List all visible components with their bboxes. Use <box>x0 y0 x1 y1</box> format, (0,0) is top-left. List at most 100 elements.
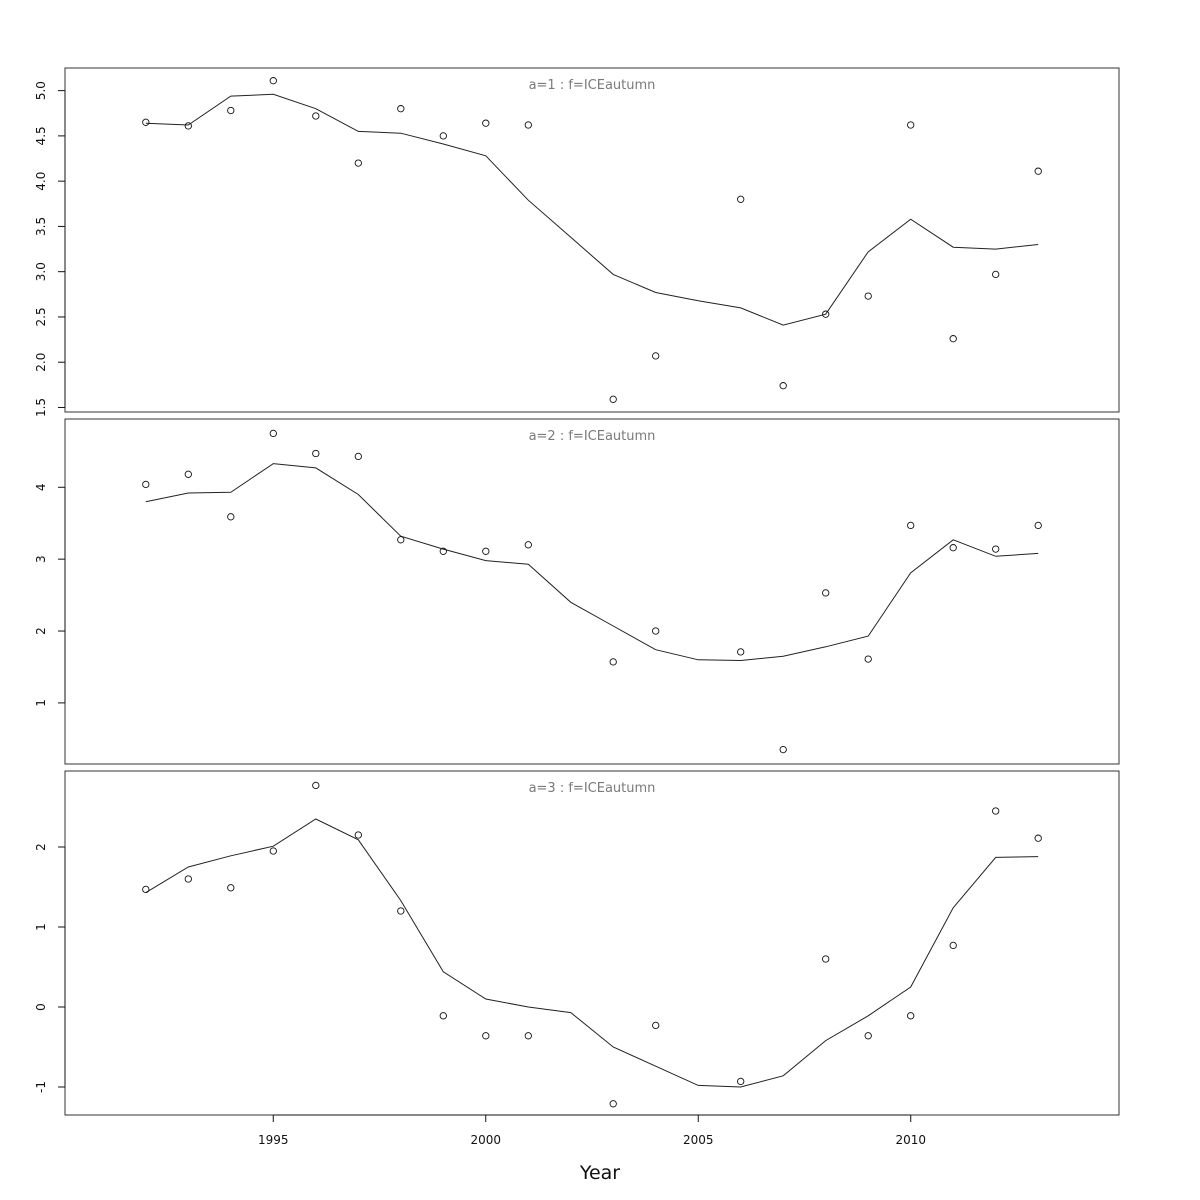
data-point <box>142 118 150 126</box>
data-point <box>652 627 660 635</box>
data-point <box>822 589 830 597</box>
data-point <box>524 1032 532 1040</box>
y-tick-label: 4.0 <box>34 172 48 191</box>
data-point <box>992 545 1000 553</box>
data-point <box>312 781 320 790</box>
fit-line <box>145 93 1039 326</box>
data-point <box>482 1032 490 1040</box>
data-point <box>907 521 915 530</box>
data-point <box>439 132 447 140</box>
y-tick-label: 2 <box>34 627 48 635</box>
data-point <box>822 310 830 318</box>
data-point <box>142 885 150 894</box>
data-point <box>312 449 320 458</box>
data-point <box>524 121 532 129</box>
y-tick-label: 3.0 <box>34 262 48 281</box>
panel-title: a=2 : f=ICEautumn <box>529 429 656 444</box>
data-point <box>1034 834 1042 842</box>
data-point <box>652 1021 660 1030</box>
data-point <box>992 807 1000 815</box>
data-point <box>992 270 1000 279</box>
y-axis: -1 0 1 2 <box>34 843 66 1093</box>
data-point <box>312 112 320 120</box>
panel-title: a=3 : f=ICEautumn <box>529 781 656 796</box>
data-point <box>907 1012 915 1020</box>
observation-points <box>142 77 1042 403</box>
data-point <box>609 658 617 666</box>
panel-2: a=2 : f=ICEautumn 1 2 3 4 <box>34 418 1120 765</box>
data-point <box>822 955 830 963</box>
data-point <box>439 1012 447 1020</box>
x-tick-label: 2005 <box>683 1133 714 1147</box>
y-tick-label: 2 <box>34 843 48 851</box>
data-point <box>864 1032 872 1040</box>
data-point <box>864 292 872 300</box>
data-point <box>949 941 957 950</box>
panel-1: a=1 : f=ICEautumn 1.5 2.0 2.5 3.0 3.5 4.0 4.5 5.… <box>34 67 1120 417</box>
data-point <box>949 335 957 343</box>
data-point <box>269 429 277 438</box>
data-point <box>184 122 192 130</box>
fit-line <box>145 463 1039 662</box>
y-tick-label: -1 <box>34 1081 48 1093</box>
y-tick-label: 1 <box>34 699 48 707</box>
observation-points <box>142 429 1042 754</box>
y-axis: 1 2 3 4 <box>34 483 66 707</box>
data-point <box>949 544 957 552</box>
y-tick-label: 2.5 <box>34 307 48 326</box>
y-tick-label: 1 <box>34 923 48 931</box>
data-point <box>227 884 235 892</box>
y-tick-label: 4 <box>34 483 48 491</box>
data-point <box>864 655 872 663</box>
y-tick-label: 1.5 <box>34 398 48 417</box>
data-point <box>227 106 235 115</box>
data-point <box>269 77 277 85</box>
panel-frame <box>64 67 1120 413</box>
data-point <box>737 1077 745 1086</box>
panels-group: a=1 : f=ICEautumn 1.5 2.0 2.5 3.0 3.5 4.0 4.5 5.… <box>34 67 1120 1116</box>
data-point <box>907 121 915 129</box>
data-point <box>737 648 745 656</box>
data-point <box>609 395 617 403</box>
data-point <box>397 105 405 113</box>
panel-frame <box>64 770 1120 1116</box>
y-tick-label: 3 <box>34 555 48 563</box>
data-point <box>269 847 277 855</box>
fit-line <box>145 818 1039 1088</box>
panel-3: a=3 : f=ICEautumn -1 0 1 2 <box>34 770 1120 1116</box>
data-point <box>482 119 490 127</box>
data-point <box>1034 521 1042 530</box>
data-point <box>439 547 447 555</box>
data-point <box>1034 167 1042 175</box>
y-tick-label: 4.5 <box>34 126 48 145</box>
data-point <box>397 907 405 915</box>
data-point <box>354 159 362 167</box>
data-point <box>779 745 787 754</box>
panel-title: a=1 : f=ICEautumn <box>529 78 656 93</box>
y-tick-label: 5.0 <box>34 81 48 100</box>
x-tick-label: 2010 <box>895 1133 926 1147</box>
data-point <box>609 1100 617 1108</box>
x-tick-label: 1995 <box>258 1133 289 1147</box>
panel-frame <box>64 418 1120 765</box>
data-point <box>397 536 405 544</box>
y-tick-label: 2.0 <box>34 353 48 372</box>
y-axis: 1.5 2.0 2.5 3.0 3.5 4.0 4.5 5.0 <box>34 81 66 417</box>
data-point <box>779 382 787 390</box>
data-point <box>184 875 192 883</box>
observation-points <box>142 781 1042 1108</box>
x-axis-label: Year <box>579 1162 620 1184</box>
data-point <box>227 513 235 521</box>
data-point <box>354 831 362 839</box>
data-point <box>184 470 192 478</box>
data-point <box>737 195 745 203</box>
data-point <box>142 480 150 489</box>
data-point <box>354 452 362 461</box>
y-tick-label: 0 <box>34 1003 48 1011</box>
data-point <box>524 541 532 549</box>
x-tick-label: 2000 <box>470 1133 501 1147</box>
data-point <box>652 352 660 360</box>
data-point <box>482 547 490 555</box>
y-tick-label: 3.5 <box>34 217 48 236</box>
x-axis: 1995 2000 2005 2010 <box>258 1114 926 1147</box>
